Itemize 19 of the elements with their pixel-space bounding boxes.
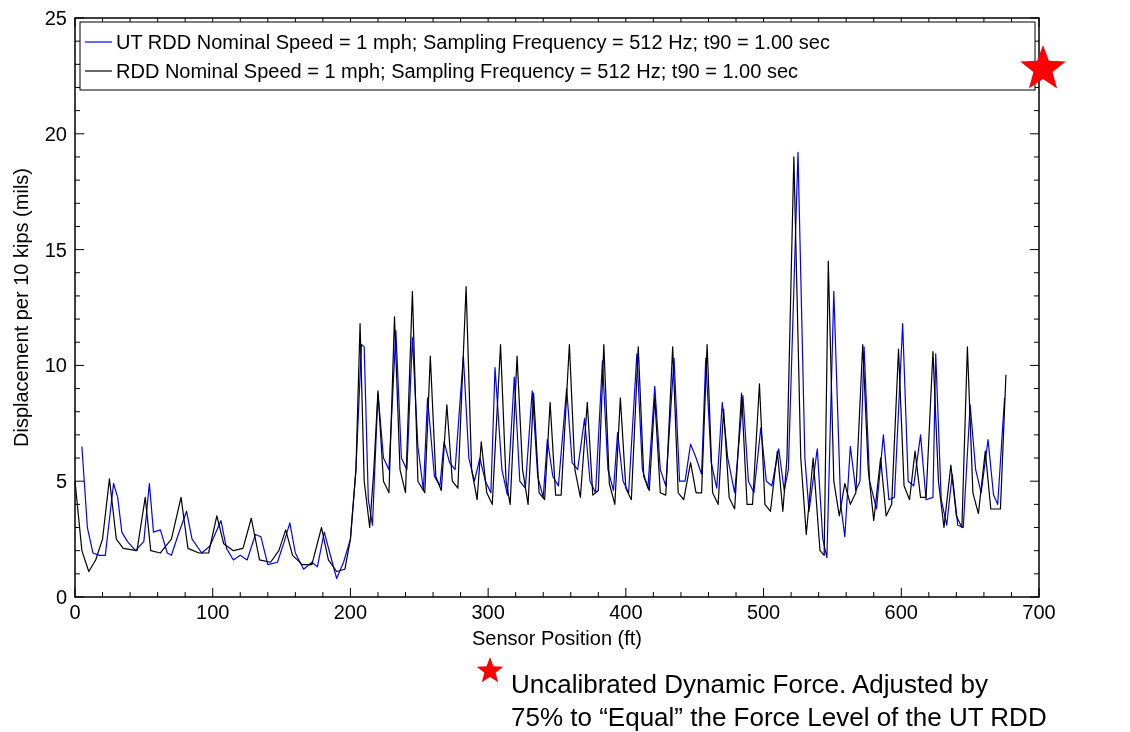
- text: Uncalibrated Dynamic Force. Adjusted by 75% to “Equal” the Force Level of the UT RDD: [511, 669, 1047, 732]
- x-tick-label: 500: [746, 601, 781, 623]
- x-tick-label: 600: [884, 601, 918, 623]
- x-tick-label: 700: [1022, 601, 1056, 623]
- legend-label: RDD Nominal Speed = 1 mph; Sampling Frequency = 512 Hz; t90 = 1.00 sec: [116, 60, 799, 82]
- x-tick-label: 0: [69, 601, 81, 623]
- y-tick-label: 20: [44, 122, 67, 145]
- x-tick-label: 100: [196, 601, 230, 623]
- y-tick-label: 15: [44, 238, 67, 261]
- x-axis-title: Sensor Position (ft): [471, 627, 643, 649]
- y-tick-label: 10: [44, 354, 67, 377]
- x-tick-label: 300: [471, 601, 505, 623]
- y-tick-label: 5: [55, 470, 67, 493]
- x-tick-label: 200: [333, 601, 368, 623]
- y-tick-label: 25: [44, 7, 67, 29]
- y-axis-title: Displacement per 10 kips (mils): [10, 168, 32, 447]
- y-tick-label: 0: [55, 586, 67, 608]
- x-tick-label: 400: [609, 601, 643, 623]
- legend-label: UT RDD Nominal Speed = 1 mph; Sampling Frequency = 512 Hz; t90 = 1.00 sec: [116, 31, 830, 53]
